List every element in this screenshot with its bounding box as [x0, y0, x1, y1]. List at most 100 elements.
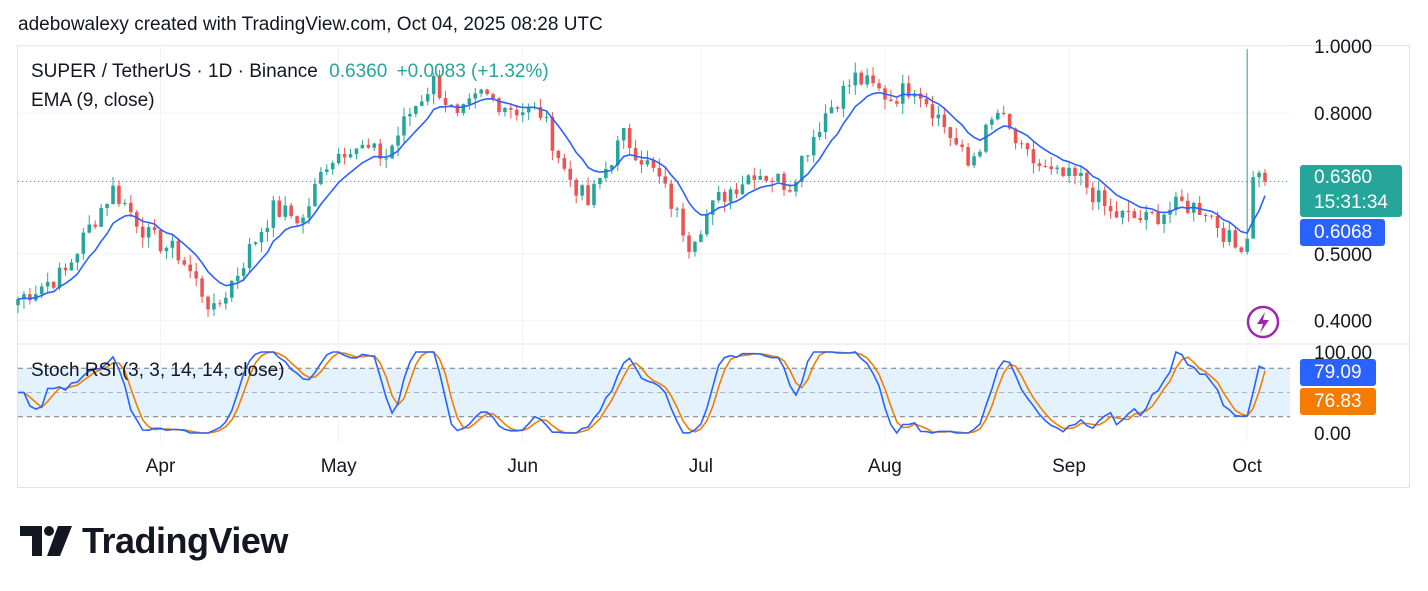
candle-body	[443, 98, 448, 105]
candle-body	[473, 93, 478, 99]
candle-body	[960, 144, 964, 148]
candle-body	[1245, 238, 1249, 252]
stoch-tick-label: 0.00	[1314, 424, 1351, 445]
candle-body	[1120, 211, 1125, 218]
candle-body	[134, 212, 139, 227]
candle-body	[657, 167, 662, 177]
legend-symbol: SUPER / TetherUS · 1D · Binance	[31, 61, 318, 82]
candle-body	[479, 89, 483, 94]
candle-body	[954, 138, 959, 145]
candle-body	[906, 83, 911, 97]
candle-body	[200, 278, 204, 297]
candle-body	[152, 227, 157, 231]
last-price-tag: 0.6360 15:31:34	[1300, 165, 1402, 217]
candle-body	[746, 175, 751, 185]
candle-body	[129, 202, 133, 213]
candles	[16, 49, 1267, 317]
scales: 1.0000 0.8000 0.5000 0.4000 100.00 0.00 Apr May…	[146, 37, 1372, 477]
candle-body	[1156, 212, 1160, 225]
candle-body	[140, 226, 145, 238]
candle-body	[1203, 215, 1208, 217]
candle-body	[45, 281, 50, 287]
candle-body	[81, 232, 86, 254]
candle-body	[800, 156, 804, 182]
candle-body	[408, 113, 412, 117]
candle-body	[663, 176, 668, 184]
candle-body	[265, 227, 270, 233]
candle-body	[277, 200, 282, 217]
candle-body	[1257, 172, 1261, 178]
candle-body	[604, 168, 608, 178]
candle-body	[283, 205, 287, 217]
legend-price: 0.6360	[329, 61, 388, 82]
candle-body	[1263, 172, 1267, 182]
candle-body	[651, 160, 656, 168]
stoch-lines	[18, 350, 1266, 435]
candle-body	[669, 183, 673, 209]
stoch-k-value: 79.09	[1314, 362, 1362, 383]
candle-body	[99, 208, 103, 227]
candle-body	[1138, 217, 1143, 221]
time-axis-label: Aug	[868, 456, 902, 477]
candle-body	[509, 107, 513, 110]
candle-body	[212, 303, 216, 310]
candle-body	[871, 75, 875, 84]
ema-line	[17, 91, 1290, 300]
candle-body	[1126, 211, 1131, 213]
candle-body	[1227, 230, 1232, 243]
price-tick-label: 0.8000	[1314, 104, 1372, 125]
candle-body	[1132, 211, 1137, 218]
brand[interactable]: TradingView	[20, 520, 288, 562]
stoch-k-tag: 79.09	[1300, 359, 1376, 386]
candle-body	[586, 185, 590, 206]
price-tick-label: 0.5000	[1314, 245, 1372, 266]
candle-body	[936, 114, 941, 119]
candle-body	[562, 158, 567, 169]
candle-body	[1085, 172, 1089, 188]
candle-body	[1091, 187, 1095, 203]
candle-body	[366, 144, 371, 148]
candle-body	[1025, 143, 1030, 150]
candle-body	[1239, 247, 1244, 252]
ema-value-tag: 0.6068	[1300, 219, 1385, 246]
candle-body	[455, 104, 460, 114]
candle-body	[1186, 200, 1190, 213]
candle-body	[930, 104, 935, 119]
candle-body	[823, 113, 828, 133]
candle-body	[229, 281, 234, 298]
price-tick-label: 1.0000	[1314, 37, 1372, 58]
candle-body	[978, 151, 982, 157]
candle-body	[687, 235, 691, 252]
candle-body	[835, 107, 840, 109]
candle-body	[984, 124, 988, 152]
candle-body	[1001, 112, 1006, 114]
candle-body	[580, 185, 584, 196]
candle-body	[123, 202, 127, 204]
candle-body	[520, 112, 525, 116]
candle-body	[467, 98, 472, 105]
candle-body	[1162, 214, 1166, 225]
candle-body	[598, 177, 602, 184]
candle-body	[342, 153, 347, 158]
candle-body	[289, 205, 293, 217]
candle-body	[313, 183, 317, 207]
candle-body	[1251, 177, 1255, 239]
candle-body	[758, 175, 763, 180]
candle-body	[402, 116, 406, 136]
time-axis-label: Jun	[507, 456, 538, 477]
candle-body	[1061, 167, 1065, 177]
candle-body	[722, 191, 727, 202]
candle-body	[1049, 166, 1054, 170]
candle-body	[568, 168, 573, 180]
candle-body	[259, 232, 264, 243]
candle-body	[794, 181, 798, 192]
candle-body	[972, 156, 976, 166]
candle-body	[247, 244, 252, 269]
candle-body	[942, 114, 947, 128]
candle-body	[544, 116, 549, 118]
candle-body	[354, 148, 359, 155]
candle-body	[1144, 211, 1149, 221]
candle-body	[728, 189, 733, 202]
candle-body	[57, 267, 62, 288]
